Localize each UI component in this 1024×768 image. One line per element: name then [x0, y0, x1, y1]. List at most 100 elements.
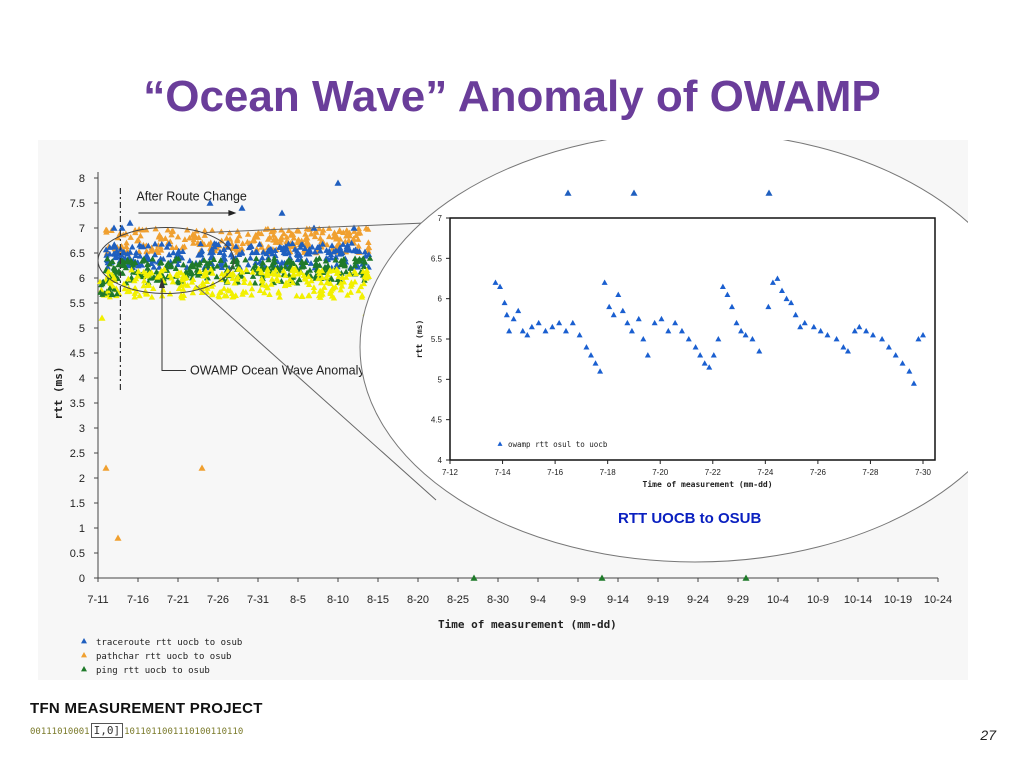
- data-point: [113, 290, 120, 297]
- data-point: [562, 327, 569, 334]
- data-point: [331, 229, 338, 236]
- legend-entry: pathchar rtt uocb to osub: [96, 652, 231, 662]
- main-y-tick-label: 1: [79, 523, 85, 535]
- main-y-tick-label: 0.5: [70, 548, 85, 560]
- data-point: [335, 273, 342, 280]
- data-point: [151, 251, 159, 258]
- data-point: [180, 261, 187, 268]
- data-point: [238, 249, 245, 256]
- inset-y-tick-label: 5: [438, 375, 443, 384]
- data-point: [255, 265, 262, 272]
- inset-x-tick-label: 7-14: [495, 468, 512, 477]
- data-point: [239, 268, 246, 275]
- data-point: [315, 275, 322, 282]
- main-x-tick-label: 9-19: [647, 594, 669, 606]
- data-point: [290, 234, 298, 241]
- data-point: [765, 303, 772, 310]
- data-point: [630, 189, 638, 196]
- data-point: [332, 256, 339, 263]
- inset-caption: RTT UOCB to OSUB: [618, 510, 761, 527]
- legend-marker: [81, 652, 87, 658]
- data-point: [259, 277, 266, 284]
- data-point: [222, 261, 229, 268]
- data-point: [869, 331, 876, 338]
- data-point: [299, 261, 307, 268]
- data-point: [340, 278, 348, 285]
- data-point: [355, 287, 362, 294]
- inset-x-tick-label: 7-22: [705, 468, 722, 477]
- data-point: [163, 262, 170, 269]
- data-point: [356, 248, 363, 254]
- data-point: [198, 247, 206, 254]
- data-point: [343, 232, 350, 239]
- data-point: [186, 234, 193, 241]
- data-point: [351, 262, 359, 268]
- data-point: [220, 285, 228, 292]
- data-point: [333, 233, 341, 240]
- main-y-tick-label: 6.5: [70, 248, 85, 260]
- data-point: [365, 244, 372, 251]
- main-x-tick-label: 7-21: [167, 594, 189, 606]
- data-point: [285, 240, 292, 247]
- data-point: [233, 246, 240, 253]
- data-point: [298, 293, 306, 299]
- data-point: [332, 247, 340, 254]
- data-point: [149, 255, 156, 262]
- data-point: [348, 239, 355, 246]
- data-point: [307, 248, 314, 255]
- data-point: [98, 286, 105, 293]
- data-point: [319, 229, 326, 236]
- data-point: [885, 344, 892, 350]
- main-x-tick-label: 10-24: [924, 594, 952, 606]
- data-point: [245, 261, 252, 268]
- data-point: [738, 327, 745, 334]
- logo-title: TFN MEASUREMENT PROJECT: [30, 700, 263, 717]
- data-point: [201, 257, 208, 263]
- data-point: [506, 327, 513, 334]
- data-point: [153, 268, 160, 275]
- data-point: [138, 261, 145, 268]
- data-point: [231, 279, 238, 286]
- data-point: [131, 293, 138, 300]
- data-point: [644, 352, 651, 358]
- data-point: [216, 249, 224, 255]
- data-point: [215, 292, 222, 299]
- data-point: [119, 262, 126, 269]
- data-point: [229, 258, 237, 264]
- data-point: [226, 229, 233, 236]
- data-point: [351, 228, 358, 234]
- data-point: [218, 228, 225, 235]
- data-point: [788, 299, 795, 306]
- main-y-tick-label: 5: [79, 323, 85, 335]
- data-point: [181, 281, 189, 287]
- data-point: [238, 204, 246, 211]
- data-point: [576, 331, 583, 338]
- data-point: [310, 288, 318, 294]
- data-point: [350, 224, 358, 231]
- data-point: [255, 229, 262, 236]
- data-point: [308, 277, 315, 284]
- data-point: [133, 249, 140, 256]
- data-point: [333, 266, 340, 272]
- data-point: [144, 282, 151, 288]
- data-point: [221, 255, 229, 262]
- data-point: [270, 232, 277, 238]
- data-point: [179, 286, 187, 292]
- data-point: [213, 273, 221, 280]
- data-point: [156, 259, 164, 266]
- data-point: [294, 270, 302, 277]
- data-point: [174, 278, 182, 285]
- data-point: [150, 263, 158, 270]
- main-y-tick-label: 4.5: [70, 348, 85, 360]
- data-point: [297, 244, 304, 250]
- data-point: [204, 262, 212, 269]
- data-point: [201, 227, 208, 234]
- data-point: [98, 314, 106, 321]
- legend-marker: [81, 638, 87, 644]
- data-point: [783, 295, 790, 302]
- data-point: [247, 243, 254, 250]
- data-point: [357, 283, 365, 290]
- data-point: [253, 248, 261, 255]
- data-point: [338, 249, 346, 255]
- data-point: [145, 242, 152, 249]
